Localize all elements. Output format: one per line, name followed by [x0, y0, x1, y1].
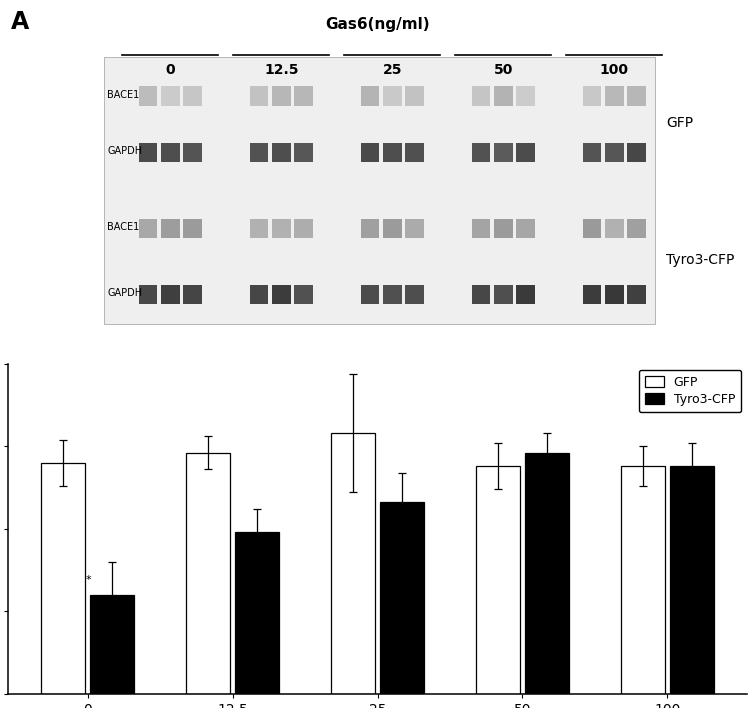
Text: Tyro3-CFP: Tyro3-CFP	[666, 253, 735, 267]
Bar	[186, 453, 230, 694]
Bar	[361, 86, 379, 106]
Bar	[405, 285, 424, 304]
Bar	[383, 142, 402, 162]
Bar	[361, 142, 379, 162]
Bar	[381, 503, 424, 694]
Bar	[272, 86, 291, 106]
Bar	[583, 219, 601, 238]
Bar	[294, 86, 313, 106]
Bar	[103, 57, 655, 324]
Bar	[670, 466, 713, 694]
Bar	[161, 86, 180, 106]
Bar	[605, 142, 624, 162]
Bar	[91, 595, 134, 694]
Bar	[583, 285, 601, 304]
Bar	[139, 219, 157, 238]
Bar	[472, 285, 490, 304]
Bar	[42, 463, 85, 694]
Bar	[250, 285, 268, 304]
Bar	[627, 285, 646, 304]
Text: 0: 0	[165, 63, 175, 77]
Bar	[627, 219, 646, 238]
Bar	[472, 142, 490, 162]
Bar	[250, 219, 268, 238]
Bar	[525, 453, 569, 694]
Text: 25: 25	[383, 63, 402, 77]
Legend: GFP, Tyro3-CFP: GFP, Tyro3-CFP	[639, 370, 741, 412]
Bar	[472, 86, 490, 106]
Bar	[476, 466, 519, 694]
Bar	[161, 285, 180, 304]
Text: *: *	[85, 575, 91, 585]
Bar	[627, 86, 646, 106]
Bar	[236, 532, 279, 694]
Bar	[516, 86, 535, 106]
Bar	[583, 142, 601, 162]
Text: 100: 100	[599, 63, 629, 77]
Bar	[494, 219, 513, 238]
Bar	[494, 285, 513, 304]
Bar	[161, 219, 180, 238]
Bar	[605, 219, 624, 238]
Bar	[331, 433, 374, 694]
Text: A: A	[11, 11, 29, 35]
Bar	[139, 142, 157, 162]
Bar	[183, 219, 202, 238]
Bar	[516, 285, 535, 304]
Bar	[494, 142, 513, 162]
Bar	[139, 285, 157, 304]
Bar	[139, 86, 157, 106]
Bar	[605, 86, 624, 106]
Bar	[272, 142, 291, 162]
Bar	[183, 86, 202, 106]
Bar	[294, 219, 313, 238]
Bar	[183, 142, 202, 162]
Bar	[383, 86, 402, 106]
Text: 12.5: 12.5	[264, 63, 298, 77]
Text: Gas6(ng/ml): Gas6(ng/ml)	[325, 17, 430, 32]
Bar	[405, 219, 424, 238]
Bar	[183, 285, 202, 304]
Bar	[272, 285, 291, 304]
Bar	[583, 86, 601, 106]
Text: BACE1: BACE1	[107, 90, 140, 100]
Bar	[383, 285, 402, 304]
Text: GAPDH: GAPDH	[107, 146, 143, 156]
Text: BACE1: BACE1	[107, 222, 140, 232]
Text: 50: 50	[494, 63, 513, 77]
Bar	[161, 142, 180, 162]
Bar	[516, 219, 535, 238]
Bar	[250, 142, 268, 162]
Bar	[405, 142, 424, 162]
Bar	[516, 142, 535, 162]
Bar	[272, 219, 291, 238]
Bar	[494, 86, 513, 106]
Bar	[361, 219, 379, 238]
Bar	[405, 86, 424, 106]
Bar	[621, 466, 664, 694]
Text: GAPDH: GAPDH	[107, 287, 143, 297]
Bar	[361, 285, 379, 304]
Bar	[294, 142, 313, 162]
Bar	[294, 285, 313, 304]
Text: GFP: GFP	[666, 115, 693, 130]
Bar	[383, 219, 402, 238]
Bar	[627, 142, 646, 162]
Bar	[472, 219, 490, 238]
Bar	[250, 86, 268, 106]
Bar	[605, 285, 624, 304]
